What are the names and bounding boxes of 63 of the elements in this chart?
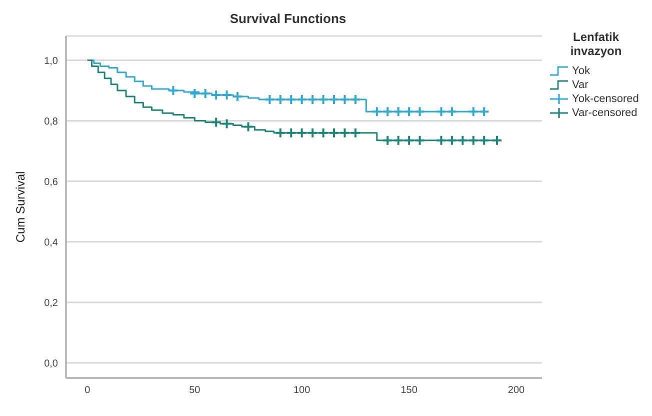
point xyxy=(232,91,244,102)
point xyxy=(286,94,297,106)
x-tick-label: 0 xyxy=(84,385,91,396)
point xyxy=(168,84,179,96)
point xyxy=(339,94,350,106)
point xyxy=(328,94,340,106)
x-tick-label: 50 xyxy=(189,385,201,396)
point xyxy=(404,134,415,146)
point xyxy=(414,106,426,118)
y-tick-label: 0,8 xyxy=(44,116,58,128)
point xyxy=(468,134,479,146)
y-tick-label: 0,2 xyxy=(44,298,58,309)
y-tick-label: 0,6 xyxy=(44,176,58,188)
point xyxy=(478,134,490,146)
legend-label: Var-censored xyxy=(572,107,638,119)
point xyxy=(307,127,318,138)
y-tick-label: 0,0 xyxy=(44,358,58,370)
point xyxy=(478,106,490,118)
point xyxy=(371,106,382,118)
point xyxy=(210,116,222,128)
y-tick-label: 0,4 xyxy=(44,237,58,248)
point xyxy=(382,106,394,118)
legend-title: Lenfatik invazyon xyxy=(569,30,623,58)
point xyxy=(350,127,361,138)
point xyxy=(382,134,394,146)
point xyxy=(436,134,447,146)
point xyxy=(392,106,404,118)
point xyxy=(446,106,458,118)
point xyxy=(264,94,276,106)
point xyxy=(200,88,211,100)
chart-title: Survival Functions xyxy=(228,10,348,28)
point xyxy=(189,88,200,100)
point xyxy=(221,90,232,101)
point xyxy=(274,127,286,138)
point xyxy=(307,94,318,106)
point xyxy=(457,134,468,146)
point xyxy=(446,134,458,146)
point xyxy=(339,127,350,138)
y-tick-label: 1,0 xyxy=(44,56,58,67)
point xyxy=(328,127,340,138)
point xyxy=(414,134,426,146)
legend-label: Yok xyxy=(572,65,590,77)
point xyxy=(274,94,286,106)
point xyxy=(392,134,404,146)
point xyxy=(318,94,329,106)
point xyxy=(468,106,479,118)
point xyxy=(404,106,415,118)
point xyxy=(242,121,254,132)
point xyxy=(296,127,308,138)
point xyxy=(286,127,297,138)
point xyxy=(350,94,361,106)
x-tick-label: 150 xyxy=(400,385,418,396)
point xyxy=(491,134,502,146)
point xyxy=(296,94,308,106)
point xyxy=(221,118,232,130)
x-tick-label: 100 xyxy=(294,385,311,396)
legend-label: Yok-censored xyxy=(572,93,639,105)
point xyxy=(436,106,447,118)
y-axis-title: Cum Survival xyxy=(13,171,28,243)
point xyxy=(210,90,222,101)
legend-label: Var xyxy=(572,79,588,91)
point xyxy=(318,127,329,138)
x-tick-label: 200 xyxy=(508,385,526,396)
